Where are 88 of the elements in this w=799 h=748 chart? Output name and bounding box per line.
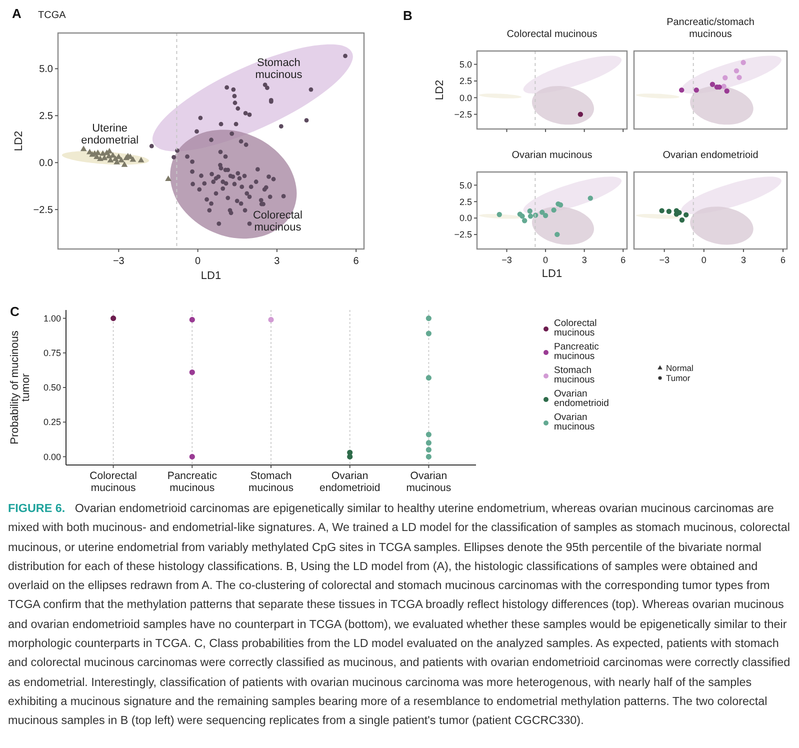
y-tick-label: 1.00 xyxy=(43,313,61,324)
point xyxy=(734,68,740,74)
point xyxy=(679,87,684,93)
point xyxy=(522,218,528,224)
y-tick-label: 0.0 xyxy=(459,213,472,224)
point xyxy=(736,74,742,80)
point xyxy=(721,84,726,89)
x-tick-label: −3 xyxy=(502,255,512,265)
x-axis-title: LD1 xyxy=(200,270,222,282)
point xyxy=(684,212,689,218)
x-tick-label: 3 xyxy=(274,256,280,267)
point xyxy=(121,161,128,167)
y-tick-label: 2.5 xyxy=(459,76,472,86)
y-tick-label: 5.0 xyxy=(459,59,472,70)
legend-label: Stomach mucinous xyxy=(554,365,595,386)
text: B xyxy=(403,8,412,23)
y-tick-label: 2.5 xyxy=(39,111,54,122)
x-tick-label: 0 xyxy=(701,255,706,265)
point xyxy=(165,175,172,181)
y-tick-label: 5.0 xyxy=(459,180,472,190)
x-axis-title: LD1 xyxy=(542,268,562,280)
x-tick-label: Ovarian mucinous xyxy=(406,470,452,494)
y-tick-label: 0.50 xyxy=(43,382,61,393)
x-tick-label: 0 xyxy=(543,255,548,265)
annotation: Stomach mucinous xyxy=(255,57,303,82)
point xyxy=(724,88,730,94)
chart-title: TCGA xyxy=(38,10,66,21)
point xyxy=(710,82,716,87)
y-tick-label: 0.25 xyxy=(43,417,61,428)
annotation: Uterine endometrial xyxy=(81,122,139,147)
legend-label: Colorectal mucinous xyxy=(554,318,597,338)
chart-title: Pancreatic/stomach mucinous xyxy=(666,17,754,40)
point xyxy=(740,60,746,66)
x-tick-label: 6 xyxy=(620,255,626,265)
y-tick-label: 0.0 xyxy=(39,158,54,170)
y-axis-title: Probability of mucinous tumor xyxy=(9,330,32,444)
point xyxy=(540,210,545,215)
point xyxy=(542,212,548,218)
point xyxy=(588,196,594,201)
text: Normal xyxy=(666,363,694,373)
x-tick-label: 6 xyxy=(780,255,786,265)
legend-label: Pancreatic mucinous xyxy=(554,342,600,362)
point xyxy=(496,212,502,218)
y-tick-label: 0.0 xyxy=(459,92,472,103)
x-tick-label: 0 xyxy=(195,256,202,267)
x-tick-label: 6 xyxy=(353,256,360,267)
y-axis-title: LD2 xyxy=(13,130,25,152)
legend-label: Ovarian mucinous xyxy=(554,412,595,432)
point xyxy=(551,207,556,213)
x-tick-label: −3 xyxy=(659,255,670,265)
point xyxy=(528,214,534,219)
y-tick-label: 0.00 xyxy=(43,452,61,462)
point xyxy=(722,75,728,80)
y-tick-label: 0.75 xyxy=(43,348,61,358)
x-tick-label: Ovarian endometrioid xyxy=(319,470,380,494)
x-tick-label: −3 xyxy=(112,256,125,267)
y-tick-label: 5.0 xyxy=(39,64,54,76)
chart-title: Ovarian endometrioid xyxy=(662,150,758,161)
y-tick-label: −2.5 xyxy=(454,230,472,240)
x-tick-label: 3 xyxy=(740,255,746,265)
point xyxy=(666,208,672,214)
point xyxy=(80,146,87,152)
text: A xyxy=(12,6,22,21)
chart-title: Ovarian mucinous xyxy=(512,150,592,161)
x-tick-label: Colorectal mucinous xyxy=(90,470,137,494)
x-tick-label: Stomach mucinous xyxy=(248,470,294,494)
point xyxy=(101,154,108,160)
point xyxy=(694,87,699,93)
legend-label: Ovarian endometrioid xyxy=(554,388,609,409)
y-tick-label: 2.5 xyxy=(459,196,472,207)
x-tick-label: Pancreatic mucinous xyxy=(167,470,217,494)
point xyxy=(97,156,104,162)
y-tick-label: −2.5 xyxy=(33,205,54,216)
text: Tumor xyxy=(666,373,690,383)
point xyxy=(527,208,532,214)
text: C xyxy=(10,304,20,319)
y-axis-title: LD2 xyxy=(434,80,446,100)
point xyxy=(138,156,144,162)
point xyxy=(130,156,136,162)
y-tick-label: −2.5 xyxy=(454,109,472,120)
point xyxy=(118,156,124,162)
point xyxy=(679,217,685,223)
point xyxy=(659,208,664,214)
x-tick-label: 3 xyxy=(582,255,587,265)
caption: FIGURE 6. xyxy=(8,502,66,515)
point xyxy=(520,214,525,219)
chart-title: Colorectal mucinous xyxy=(506,29,598,40)
point xyxy=(554,232,560,238)
